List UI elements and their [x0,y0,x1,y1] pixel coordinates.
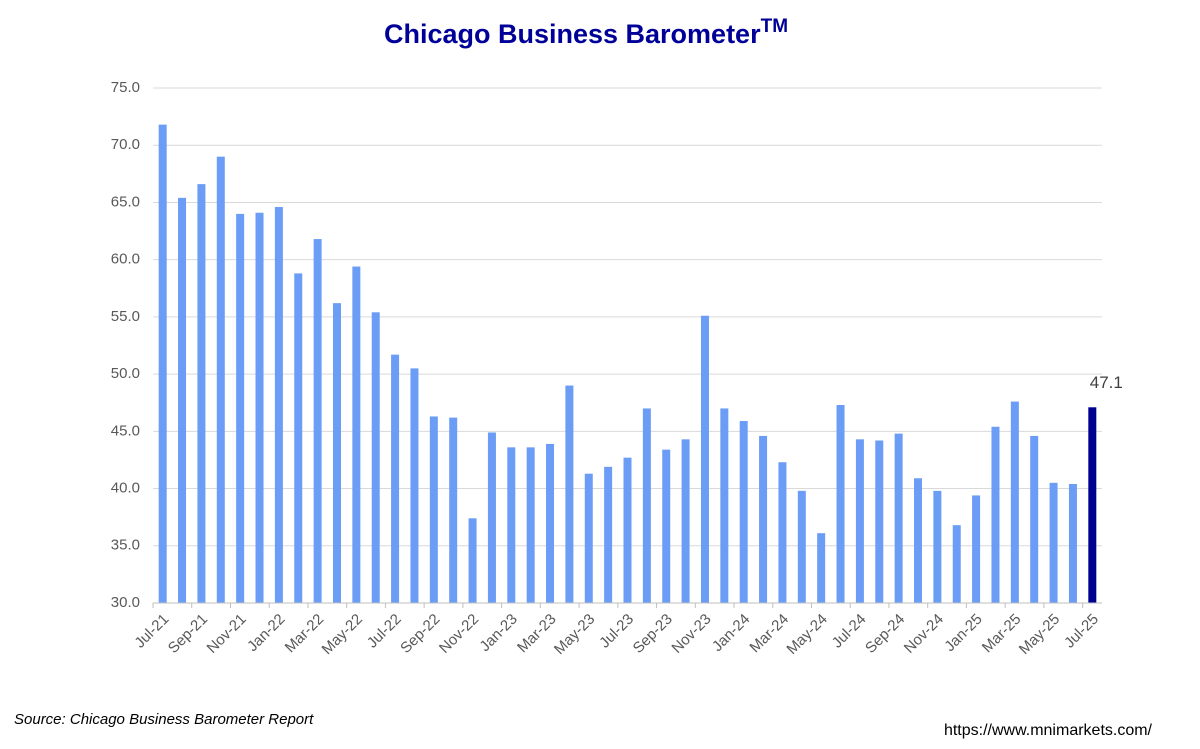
x-tick-label: Sep-21 [165,611,211,657]
bar [855,439,864,603]
bar [332,303,341,603]
chart-title: Chicago Business BarometerTM [384,16,788,49]
bar [197,184,206,603]
x-tick-label: Sep-24 [862,611,908,657]
value-label: 47.1 [1090,373,1123,392]
bar [178,197,187,603]
bar [429,416,438,603]
x-tick-label: Nov-23 [668,611,714,657]
bar [410,368,419,603]
y-tick-label: 35.0 [111,537,140,554]
y-tick-label: 45.0 [111,422,140,439]
y-tick-label: 30.0 [111,594,140,611]
bar [700,315,709,603]
x-tick-label: Nov-21 [204,611,250,657]
bar [681,439,690,603]
x-tick-label: Nov-24 [901,611,947,657]
y-tick-label: 75.0 [111,79,140,96]
y-tick-label: 60.0 [111,251,140,268]
bar [991,426,1000,603]
bar [875,440,884,603]
bar [759,435,768,603]
bar [313,239,322,604]
bar [797,490,806,603]
bar [352,266,361,603]
bar [255,212,264,603]
title-mark: TM [761,16,788,37]
bar [487,432,496,603]
x-tick-label: Jan-23 [476,611,520,655]
bar [914,478,923,603]
bar [720,408,729,603]
bar [739,421,748,603]
y-tick-label: 40.0 [111,480,140,497]
bar [642,408,651,603]
x-tick-label: Sep-23 [630,611,676,657]
bar [158,124,167,603]
bar [468,518,477,603]
x-tick-label: Mar-24 [746,611,792,657]
bar [526,447,535,603]
title-text: Chicago Business Barometer [384,19,761,49]
bar [836,405,845,603]
bar [817,533,826,603]
bar [449,417,458,603]
bar [972,495,981,603]
x-tick-label: Sep-22 [397,611,443,657]
y-tick-label: 65.0 [111,193,140,210]
bar [546,443,555,603]
bar [1049,482,1058,603]
bar [1030,435,1039,603]
bar [274,207,283,603]
x-tick-label: Jan-25 [941,611,985,655]
bar [236,213,245,603]
x-tick-label: Jan-22 [244,611,288,655]
x-tick-label: Jan-24 [709,611,753,655]
bar [294,273,303,603]
bar [952,525,961,603]
bar [778,462,787,603]
x-tick-label: Nov-22 [436,611,482,657]
bar [1068,483,1077,603]
y-tick-label: 70.0 [111,136,140,153]
bar [662,449,671,603]
bar [604,466,613,603]
y-tick-label: 50.0 [111,365,140,382]
bar [565,385,574,603]
x-tick-label: Mar-25 [979,611,1025,657]
x-tick-label: May-23 [551,611,598,658]
x-tick-label: May-24 [783,611,830,658]
bar [391,354,400,603]
bar [1088,407,1097,603]
bar [1010,401,1019,603]
x-tick-label: Mar-23 [514,611,560,657]
bar [507,447,516,603]
bar [894,433,903,603]
x-tick-label: Jul-25 [1061,611,1102,652]
bar [933,490,942,603]
x-tick-label: May-22 [319,611,366,658]
bar [623,457,632,603]
source-url: https://www.mnimarkets.com/ [944,722,1153,739]
y-tick-label: 55.0 [111,308,140,325]
x-tick-label: Mar-22 [282,611,328,657]
bar [584,473,593,603]
x-tick-label: May-25 [1016,611,1063,658]
source-note: Source: Chicago Business Barometer Repor… [14,711,314,728]
bar [216,156,225,603]
bar [371,312,380,603]
